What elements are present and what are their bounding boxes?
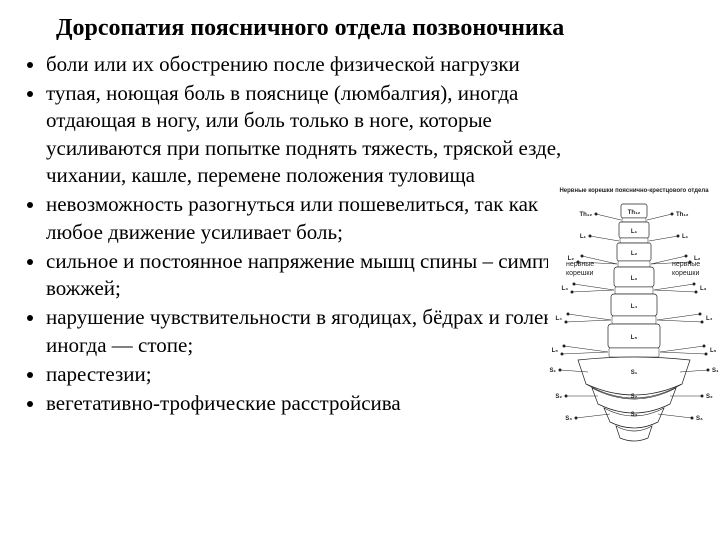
svg-text:L₄: L₄ xyxy=(555,316,562,322)
list-item: боли или их обострению после физической … xyxy=(46,51,582,78)
list-item: парестезии; xyxy=(46,361,582,388)
svg-text:S₁: S₁ xyxy=(712,368,719,374)
bullet-list: боли или их обострению после физической … xyxy=(20,51,582,420)
list-item: невозможность разогнуться или пошевелить… xyxy=(46,191,582,246)
svg-text:S₁: S₁ xyxy=(631,370,638,376)
svg-text:Th₁₂: Th₁₂ xyxy=(580,212,593,218)
svg-text:L₂: L₂ xyxy=(694,256,701,262)
svg-text:S₁: S₁ xyxy=(550,368,557,374)
side-label-right2: корешки xyxy=(672,270,699,277)
svg-text:L₂: L₂ xyxy=(568,256,575,262)
svg-text:L₃: L₃ xyxy=(700,286,707,292)
svg-text:L₅: L₅ xyxy=(552,348,559,354)
svg-text:L₁: L₁ xyxy=(682,234,689,240)
svg-text:L₁: L₁ xyxy=(631,229,638,235)
svg-text:L₄: L₄ xyxy=(706,316,713,322)
svg-text:L₃: L₃ xyxy=(562,286,569,292)
list-item: тупая, ноющая боль в пояснице (люмбалгия… xyxy=(46,80,582,189)
list-item: нарушение чувствительности в ягодицах, б… xyxy=(46,304,582,359)
svg-text:L₄: L₄ xyxy=(631,304,638,310)
svg-text:S₂: S₂ xyxy=(555,394,562,400)
spine-svg: нервные корешки нервные корешки Th₁₂ L₁ … xyxy=(548,196,720,452)
page-title: Дорсопатия поясничного отдела позвоночни… xyxy=(56,14,700,43)
svg-text:Th₁₂: Th₁₂ xyxy=(676,212,689,218)
svg-text:S₃: S₃ xyxy=(565,416,572,422)
side-label-left2: корешки xyxy=(566,270,593,277)
spine-diagram: Нервные корешки пояснично-крестцового от… xyxy=(548,188,720,458)
svg-text:S₃: S₃ xyxy=(631,412,638,418)
svg-text:L₁: L₁ xyxy=(580,234,587,240)
svg-text:L₅: L₅ xyxy=(710,348,717,354)
list-item: сильное и постоянное напряжение мышц спи… xyxy=(46,248,582,303)
svg-text:L₃: L₃ xyxy=(631,276,638,282)
list-item: вегетативно-трофические расстройсива xyxy=(46,390,582,417)
svg-text:Th₁₂: Th₁₂ xyxy=(628,210,641,216)
svg-text:S₂: S₂ xyxy=(631,394,638,400)
diagram-caption: Нервные корешки пояснично-крестцового от… xyxy=(548,188,720,194)
svg-text:L₅: L₅ xyxy=(631,335,638,341)
svg-text:L₂: L₂ xyxy=(631,251,638,257)
slide: Дорсопатия поясничного отдела позвоночни… xyxy=(0,0,720,540)
svg-text:S₂: S₂ xyxy=(706,394,713,400)
svg-text:S₃: S₃ xyxy=(696,416,703,422)
